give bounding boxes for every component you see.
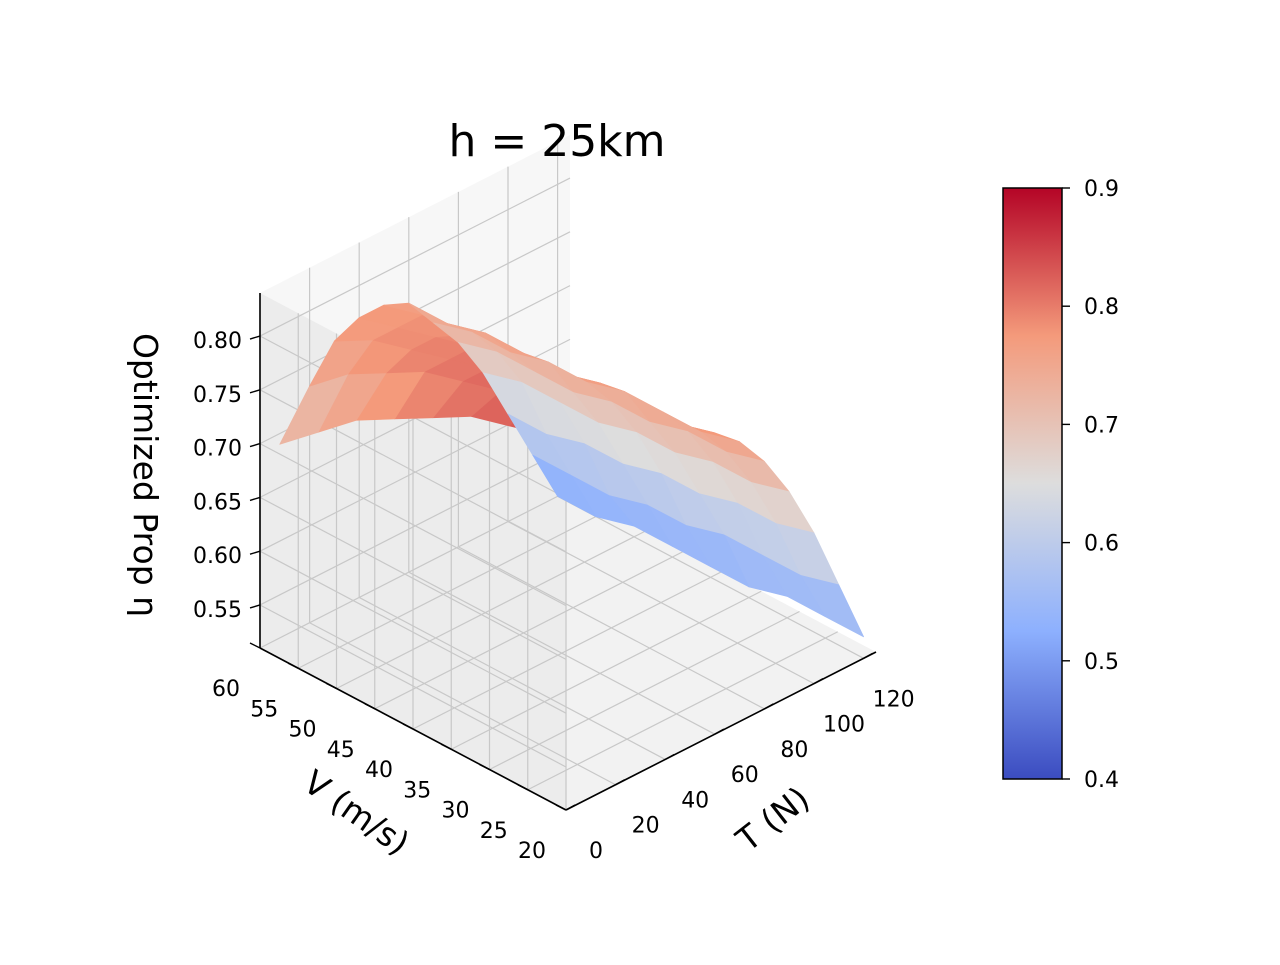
x-tick-label: 40 bbox=[681, 788, 709, 813]
z-tick-label: 0.60 bbox=[193, 544, 242, 569]
y-axis-title: V (m/s) bbox=[297, 762, 417, 862]
grid-v-floor bbox=[336, 529, 647, 690]
grid-v-floor bbox=[297, 509, 609, 669]
y-tick-mark bbox=[555, 804, 567, 811]
y-tick-mark bbox=[249, 642, 261, 649]
colorbar-tick-label: 0.9 bbox=[1084, 177, 1119, 202]
tick-labels: 0 20 40 60 80 100 120 20 25 30 35 40 45 50 55 60 0.55 0.6… bbox=[193, 329, 915, 864]
colorbar-tick-label: 0.5 bbox=[1084, 650, 1119, 675]
x-tick-mark bbox=[764, 703, 774, 710]
z-tick-mark bbox=[249, 442, 261, 448]
chart-title: h = 25km bbox=[448, 116, 665, 167]
x-tick-mark bbox=[813, 677, 824, 685]
y-tick-mark bbox=[287, 662, 299, 669]
surface-cell-7-10 bbox=[532, 454, 597, 517]
z-tick-label: 0.80 bbox=[193, 329, 242, 354]
x-tick-label: 120 bbox=[873, 687, 915, 712]
x-tick-mark bbox=[615, 779, 625, 786]
y-tick-mark bbox=[364, 703, 376, 710]
x-tick-mark bbox=[714, 728, 725, 735]
grid-z-left bbox=[259, 550, 567, 714]
y-tick-mark bbox=[402, 723, 414, 730]
z-tick-mark bbox=[249, 496, 261, 502]
colorbar-tick-label: 0.8 bbox=[1084, 295, 1119, 320]
z-tick-mark bbox=[249, 335, 261, 340]
colorbar-ticks: 0.4 0.5 0.6 0.7 0.8 0.9 bbox=[1062, 177, 1119, 793]
x-tick-mark bbox=[565, 804, 576, 811]
surface-mesh bbox=[279, 302, 864, 638]
grid-v-floor bbox=[489, 610, 800, 771]
grid-z-left bbox=[259, 443, 567, 607]
y-tick-label: 60 bbox=[212, 677, 240, 702]
y-tick-label: 45 bbox=[327, 738, 355, 763]
grid-v-floor bbox=[374, 550, 686, 710]
grid-v-floor bbox=[527, 631, 839, 791]
z-tick-mark bbox=[249, 550, 261, 555]
y-tick-label: 50 bbox=[289, 718, 317, 743]
grid-z-left bbox=[259, 496, 567, 660]
y-tick-label: 55 bbox=[250, 697, 278, 722]
colorbar: 0.4 0.5 0.6 0.7 0.8 0.9 bbox=[1002, 177, 1119, 793]
z-tick-mark bbox=[249, 604, 261, 609]
grid-v-floor bbox=[259, 489, 571, 649]
y-tick-mark bbox=[479, 763, 490, 771]
y-tick-mark bbox=[517, 784, 529, 791]
colorbar-gradient bbox=[1002, 187, 1063, 780]
y-tick-label: 40 bbox=[365, 758, 393, 783]
z-tick-label: 0.65 bbox=[193, 490, 242, 515]
z-tick-label: 0.55 bbox=[193, 598, 242, 623]
x-tick-mark bbox=[664, 753, 675, 761]
x-tick-label: 0 bbox=[589, 839, 603, 864]
colorbar-tick-label: 0.7 bbox=[1084, 413, 1119, 438]
grid-v-floor bbox=[450, 590, 762, 750]
x-tick-mark bbox=[863, 652, 873, 659]
z-axis-title: Optimized Prop η bbox=[126, 333, 165, 617]
colorbar-tick-label: 0.6 bbox=[1084, 532, 1119, 557]
x-tick-label: 60 bbox=[731, 763, 759, 788]
grid-v-floor bbox=[412, 570, 724, 730]
z-tick-mark bbox=[249, 389, 261, 394]
z-tick-label: 0.75 bbox=[193, 383, 242, 408]
y-tick-mark bbox=[326, 682, 337, 690]
y-tick-label: 35 bbox=[403, 778, 431, 803]
y-tick-mark bbox=[440, 743, 452, 750]
colorbar-tick-label: 0.4 bbox=[1084, 768, 1119, 793]
y-tick-label: 20 bbox=[518, 839, 546, 864]
grid-z-right bbox=[259, 177, 571, 337]
x-tick-label: 80 bbox=[780, 738, 808, 763]
y-tick-label: 25 bbox=[480, 819, 508, 844]
x-tick-label: 20 bbox=[632, 814, 660, 839]
z-tick-label: 0.70 bbox=[193, 437, 242, 462]
x-axis-title: T (N) bbox=[728, 779, 817, 860]
grid-z-left bbox=[259, 604, 567, 768]
x-tick-label: 100 bbox=[823, 713, 865, 738]
y-tick-label: 30 bbox=[442, 799, 470, 824]
